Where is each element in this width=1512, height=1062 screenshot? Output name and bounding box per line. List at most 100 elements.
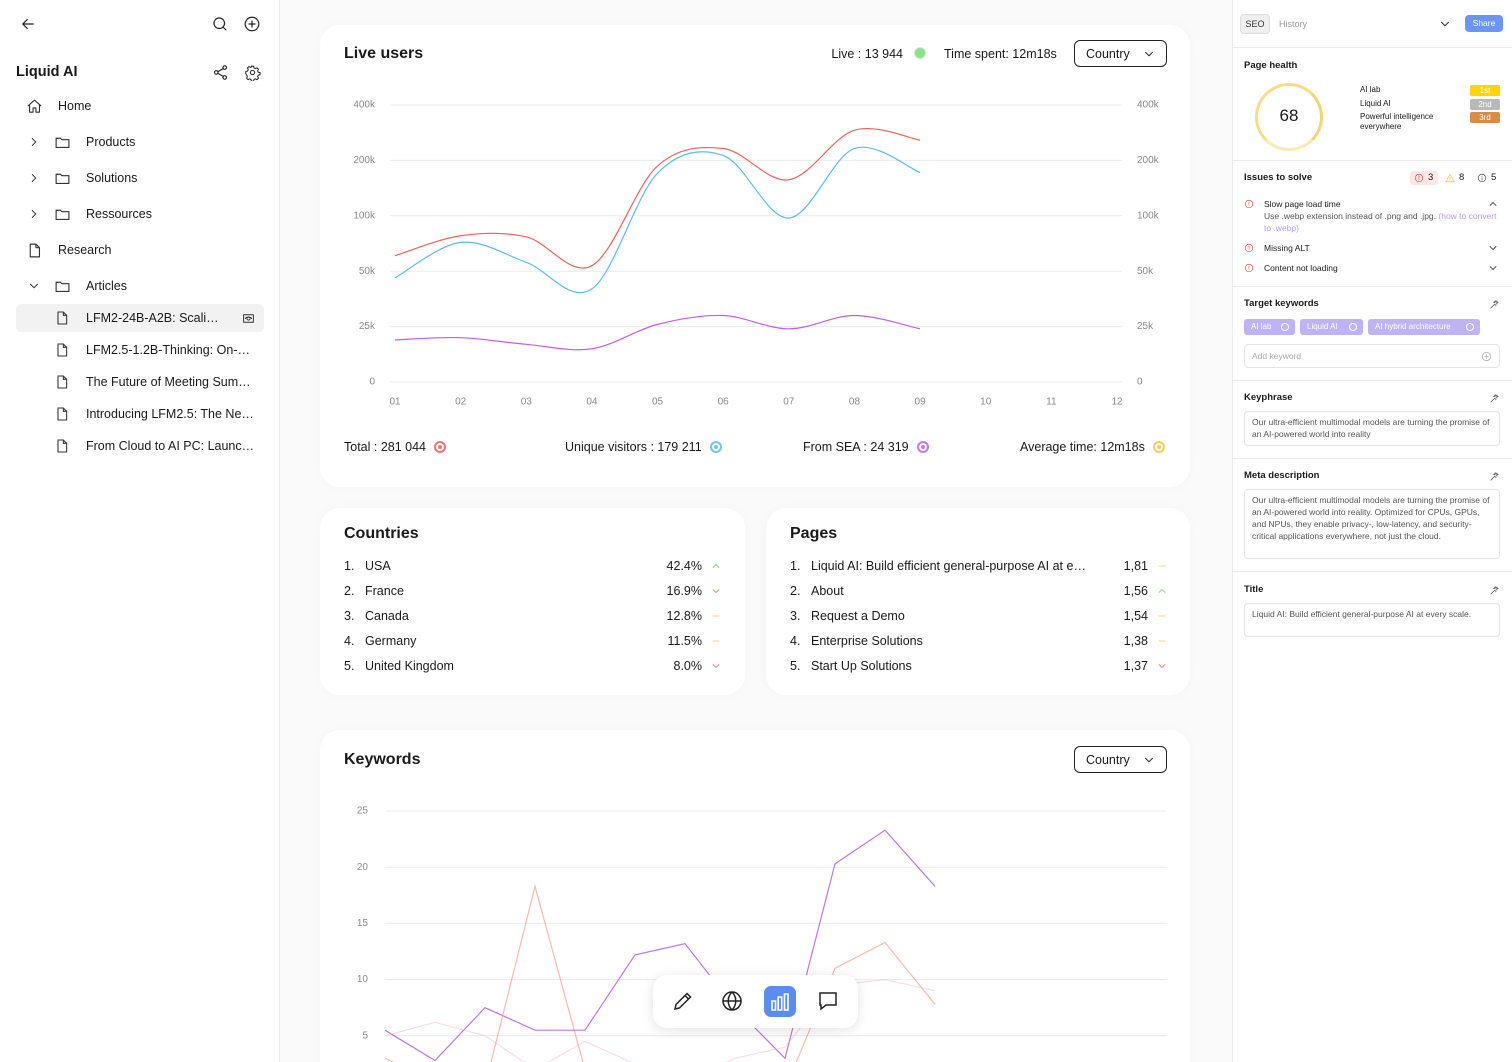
row-rank: 1. [790,559,801,573]
nav-item[interactable]: Home [58,99,92,113]
meta-box[interactable]: Our ultra-efficient multimodal models ar… [1244,489,1500,559]
file-icon-path [57,311,68,325]
ai-suggest[interactable] [1489,393,1500,404]
tab-menu[interactable] [1438,17,1452,31]
keyword-input[interactable]: Add keyword [1244,344,1500,368]
issue-help-link[interactable]: (how to convert to .webp) [1264,211,1497,233]
card-title: Live users [344,45,424,62]
folder-icon-path [55,209,69,220]
tab-label[interactable]: History [1279,19,1308,29]
row-name[interactable]: France [365,584,404,598]
nav-item[interactable]: Solutions [86,171,138,185]
nav-toggle[interactable] [27,171,41,185]
filter-chevron [1145,51,1153,57]
add-button[interactable] [243,15,261,33]
article-link[interactable]: Introducing LFM2.5: The Ne… [86,407,254,421]
filter-chevron [1145,757,1153,763]
article-link[interactable]: LFM2-24B-A2B: Scali… [86,311,219,325]
tab-label: SEO [1245,19,1265,29]
article-link[interactable]: From Cloud to AI PC: Launc… [86,439,255,453]
row-value: 1,56 [1123,584,1148,598]
nav-item[interactable]: Research [58,243,112,257]
row-value: 1,54 [1123,609,1148,623]
chip-label: Liquid AI [1307,322,1338,331]
row-name[interactable]: Enterprise Solutions [811,634,923,648]
issue-toggle[interactable] [1487,242,1499,254]
back-button[interactable] [19,15,37,33]
file-icon-path [57,407,68,421]
chip-remove[interactable] [1349,323,1357,331]
trend-icon [712,589,720,593]
row-value: 11.5% [667,634,702,648]
analytics-button[interactable] [764,986,796,1017]
rank-name: Liquid AI [1360,99,1391,108]
issue-title[interactable]: Slow page load time [1264,199,1341,209]
share-button[interactable] [1465,15,1503,32]
nav-toggle[interactable] [27,279,41,293]
issue-icon-path [1244,263,1254,273]
nav-toggle-path [30,283,38,289]
info-icon-path [1477,173,1487,183]
comment-button[interactable] [816,989,840,1013]
folder-icon [55,137,69,148]
row-name[interactable]: United Kingdom [365,659,454,673]
nav-item[interactable]: Articles [86,279,127,293]
warning-icon [1445,173,1455,183]
warning-icon-path [1445,173,1455,183]
add-keyword-icon[interactable] [1481,351,1492,362]
rank-label: 3rd [1479,113,1491,122]
chip-remove[interactable] [1466,323,1474,331]
search-button[interactable] [211,15,229,33]
globe-icon [722,991,742,1011]
issue-icon [1244,243,1254,253]
issue-title[interactable]: Missing ALT [1264,243,1310,253]
edit-button[interactable] [671,989,695,1013]
row-name[interactable]: About [811,584,844,598]
article-link[interactable]: The Future of Meeting Sum… [86,375,251,389]
ai-suggest[interactable] [1489,299,1500,310]
keyword-chip[interactable]: Liquid AI [1300,319,1363,335]
issue-title[interactable]: Content not loading [1264,263,1338,273]
nav-toggle[interactable] [27,135,41,149]
error-icon-path [1414,173,1424,183]
keyword-chip[interactable]: AI lab [1244,319,1295,335]
keyword-chip[interactable]: AI hybrid architecture [1368,319,1480,335]
issue-toggle[interactable] [1487,198,1499,210]
trend-icon [712,664,720,668]
globe-button[interactable] [720,989,744,1013]
title-box[interactable]: Liquid AI: Build efficient general-purpo… [1244,603,1500,637]
row-name[interactable]: Canada [365,609,409,623]
row-name[interactable]: Request a Demo [811,609,905,623]
country-filter[interactable]: Country [1074,746,1167,773]
issue-toggle[interactable] [1487,262,1499,274]
total-dot [434,441,447,453]
section-title: Page health [1244,60,1298,71]
ai-suggest[interactable] [1489,471,1500,482]
row-value: 1,81 [1123,559,1148,573]
comment-icon [819,992,837,1011]
row-name[interactable]: Start Up Solutions [811,659,912,673]
nav-item[interactable]: Ressources [86,207,152,221]
rank-name: AI lab [1360,85,1381,94]
error-icon [1414,173,1424,183]
ai-suggest[interactable] [1489,585,1500,596]
nav-item[interactable]: Products [86,135,136,149]
row-rank: 2. [790,584,801,598]
share-button[interactable] [212,64,229,81]
nav-toggle-path [31,210,37,218]
settings-button[interactable] [244,64,261,81]
live-users-card [320,25,1190,487]
file-icon [29,243,40,257]
preview-icon[interactable] [242,312,255,325]
divider [1233,47,1512,48]
nav-toggle[interactable] [27,207,41,221]
article-link[interactable]: LFM2.5-1.2B-Thinking: On-… [86,343,250,357]
info-count: 5 [1491,172,1497,183]
row-name[interactable]: Germany [365,634,417,648]
row-name[interactable]: USA [365,559,391,573]
keyphrase-box[interactable]: Our ultra-efficient multimodal models ar… [1244,411,1500,446]
country-filter[interactable]: Country [1074,40,1167,67]
chip-remove[interactable] [1281,323,1289,331]
row-name[interactable]: Liquid AI: Build efficient general-purpo… [811,559,1086,573]
tab-seo[interactable] [1240,14,1270,34]
